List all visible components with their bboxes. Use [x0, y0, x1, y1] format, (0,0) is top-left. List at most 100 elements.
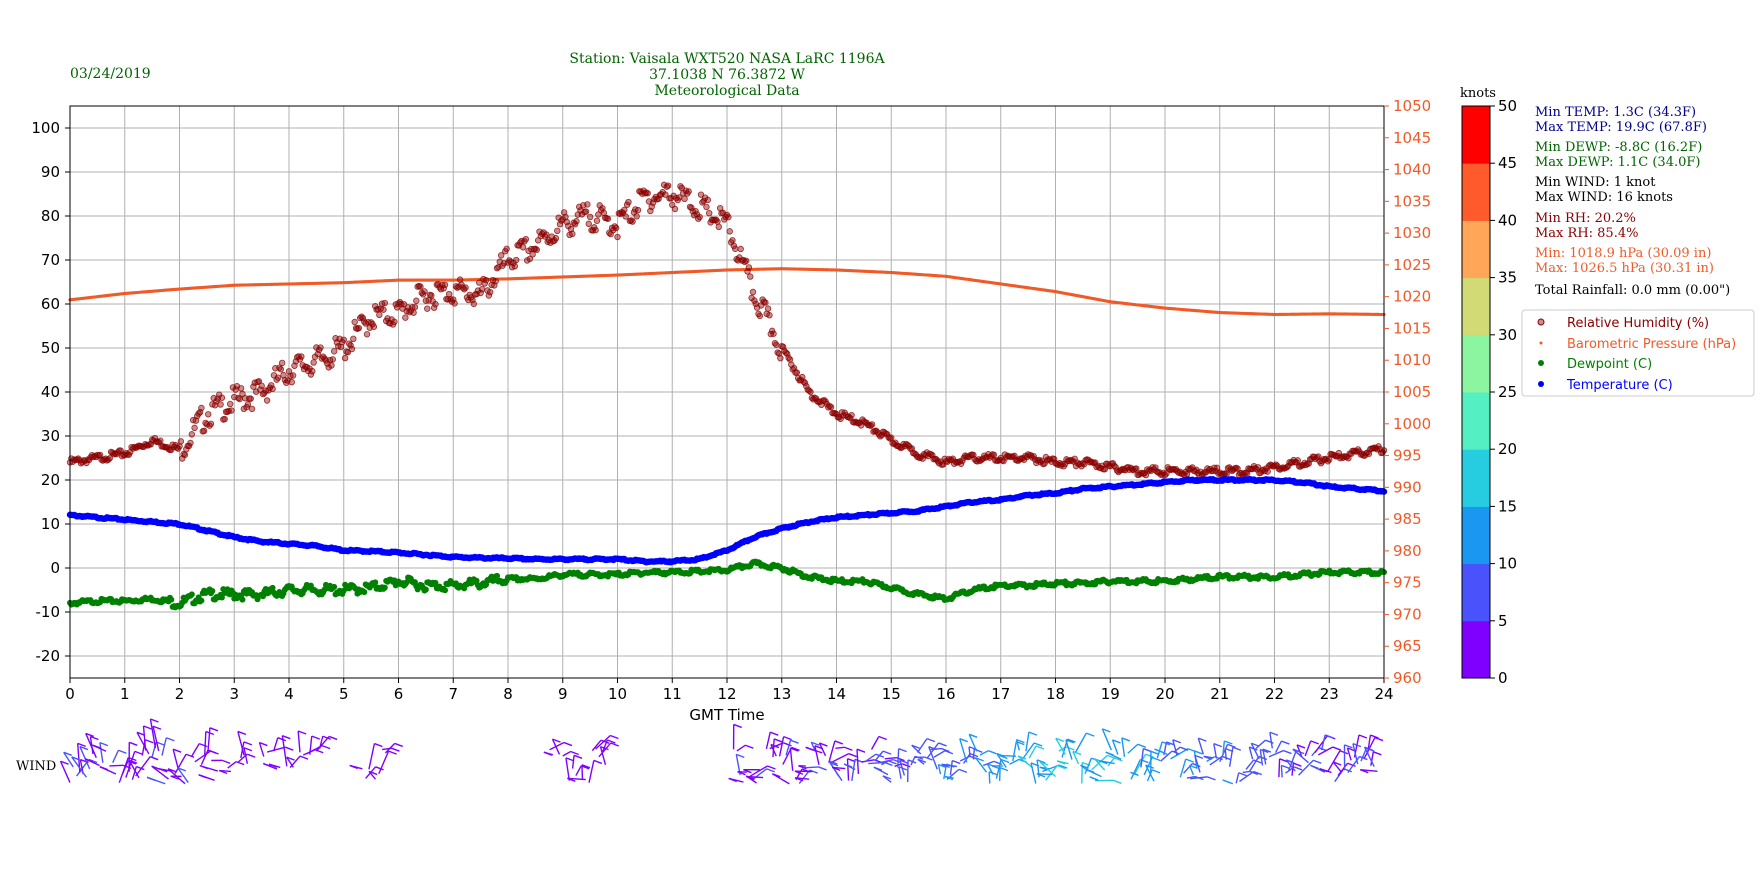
rh-point [745, 264, 753, 271]
wind-barb-flag [1086, 732, 1095, 737]
wind-barb [1179, 758, 1187, 778]
wind-barb-flag [790, 739, 799, 744]
wind-barb-flag [351, 749, 359, 752]
wind-barb-flag [882, 750, 892, 755]
series-relative-humidity [66, 181, 1388, 479]
dewpoint-point [422, 586, 429, 593]
wind-barb-flag [988, 750, 997, 755]
wind-barb [897, 748, 900, 768]
wind-barb-flag [198, 742, 208, 748]
wind-barb-flag [388, 750, 397, 755]
rh-point [441, 281, 449, 289]
rh-point [200, 427, 208, 435]
colorbar-tick-label: 10 [1498, 555, 1517, 573]
colorbar-segment [1462, 392, 1490, 450]
station-title: Station: Vaisala WXT520 NASA LaRC 1196A [569, 51, 885, 67]
wind-barb-flag [733, 723, 742, 729]
rh-point [633, 213, 640, 220]
wind-barb [1030, 762, 1037, 784]
colorbar-tick-label: 35 [1498, 269, 1517, 287]
y-right-tick-label: 960 [1393, 669, 1422, 687]
wind-barb-flag [293, 775, 301, 778]
wind-barb [581, 764, 584, 781]
y-right-tick-label: 1045 [1393, 129, 1431, 147]
stat-rainfall: Total Rainfall: 0.0 mm (0.00") [1535, 283, 1730, 298]
y-right-tick-label: 1040 [1393, 161, 1431, 179]
wind-barb [218, 742, 225, 768]
dewpoint-point [239, 596, 246, 603]
rh-point [793, 369, 801, 376]
wind-barb [109, 764, 124, 767]
wind-barb [814, 745, 820, 765]
x-tick-label: 1 [120, 685, 130, 703]
wind-barb [1121, 737, 1126, 757]
wind-barb-flag [1281, 764, 1290, 770]
wind-barb-flag [1232, 746, 1242, 751]
wind-barb-flag [565, 757, 575, 762]
wind-barb-flag [1222, 779, 1231, 784]
rh-point [522, 235, 529, 243]
colorbar-tick-label: 0 [1498, 669, 1508, 687]
rh-point [157, 437, 164, 444]
rh-point [278, 359, 286, 367]
wind-barb-flag [958, 768, 968, 774]
wind-barb [190, 743, 200, 757]
rh-point [742, 257, 750, 264]
rh-point [664, 182, 672, 189]
rh-point [191, 424, 198, 432]
rh-point [309, 367, 316, 375]
rh-point [519, 244, 527, 251]
wind-barb [161, 737, 167, 756]
wind-barb-flag [1358, 734, 1368, 739]
wind-barb-flag [593, 759, 603, 765]
rh-point [187, 439, 194, 447]
y-right-tick-label: 995 [1393, 447, 1422, 465]
legend-label-rh: Relative Humidity (%) [1567, 316, 1709, 331]
plot-area: 0 1 2 3 4 5 6 7 8 9 10 11 12 13 14 15 16 17 18 19 20 21 22 23 24… [31, 97, 1431, 724]
rh-point [503, 245, 510, 253]
y-right-tick-label: 1005 [1393, 383, 1431, 401]
wind-barb [1009, 758, 1020, 765]
dewpoint-point [361, 589, 368, 596]
wind-barb-flag [1265, 739, 1274, 744]
wind-barb-flag [878, 735, 888, 741]
y-left-tick-label: 70 [41, 251, 60, 269]
wind-barb-flag [1089, 776, 1099, 781]
x-tick-label: 11 [663, 685, 682, 703]
station-coordinates: 37.1038 N 76.3872 W [649, 67, 805, 83]
wind-barb [207, 727, 211, 752]
wind-barb-flag [570, 750, 579, 756]
y-left-tick-label: 60 [41, 295, 60, 313]
rh-point [317, 344, 324, 351]
rh-point [402, 314, 409, 321]
y-right-tick-label: 1025 [1393, 256, 1431, 274]
x-tick-label: 16 [936, 685, 955, 703]
x-axis-label: GMT Time [689, 706, 764, 724]
y-left-tick-label: 80 [41, 207, 60, 225]
wind-barb-flag [246, 753, 256, 758]
y-right-tick-label: 1030 [1393, 224, 1431, 242]
dewpoint-point [188, 591, 195, 598]
colorbar-tick-label: 25 [1498, 383, 1517, 401]
y-right-tick-label: 1035 [1393, 192, 1431, 210]
wind-barb-flag [150, 718, 159, 723]
wind-barb-flag [999, 766, 1009, 772]
wind-barb [1235, 772, 1240, 784]
wind-barb [1298, 759, 1314, 776]
rh-point [340, 336, 347, 343]
wind-barb [765, 732, 771, 750]
legend-marker-pressure [1539, 341, 1543, 345]
rh-point [411, 303, 419, 311]
rh-point [773, 341, 780, 348]
colorbar-segment [1462, 277, 1490, 336]
wind-barb [1366, 734, 1372, 754]
rh-point [430, 304, 438, 311]
x-tick-label: 2 [175, 685, 185, 703]
colorbar-segment [1462, 620, 1490, 679]
wind-barb-flag [1224, 740, 1233, 745]
rh-point [554, 227, 561, 235]
legend-label-dewpoint: Dewpoint (C) [1567, 357, 1652, 372]
rh-point [1294, 457, 1301, 464]
wind-barb [789, 747, 794, 771]
colorbar-tick-label: 30 [1498, 326, 1517, 344]
